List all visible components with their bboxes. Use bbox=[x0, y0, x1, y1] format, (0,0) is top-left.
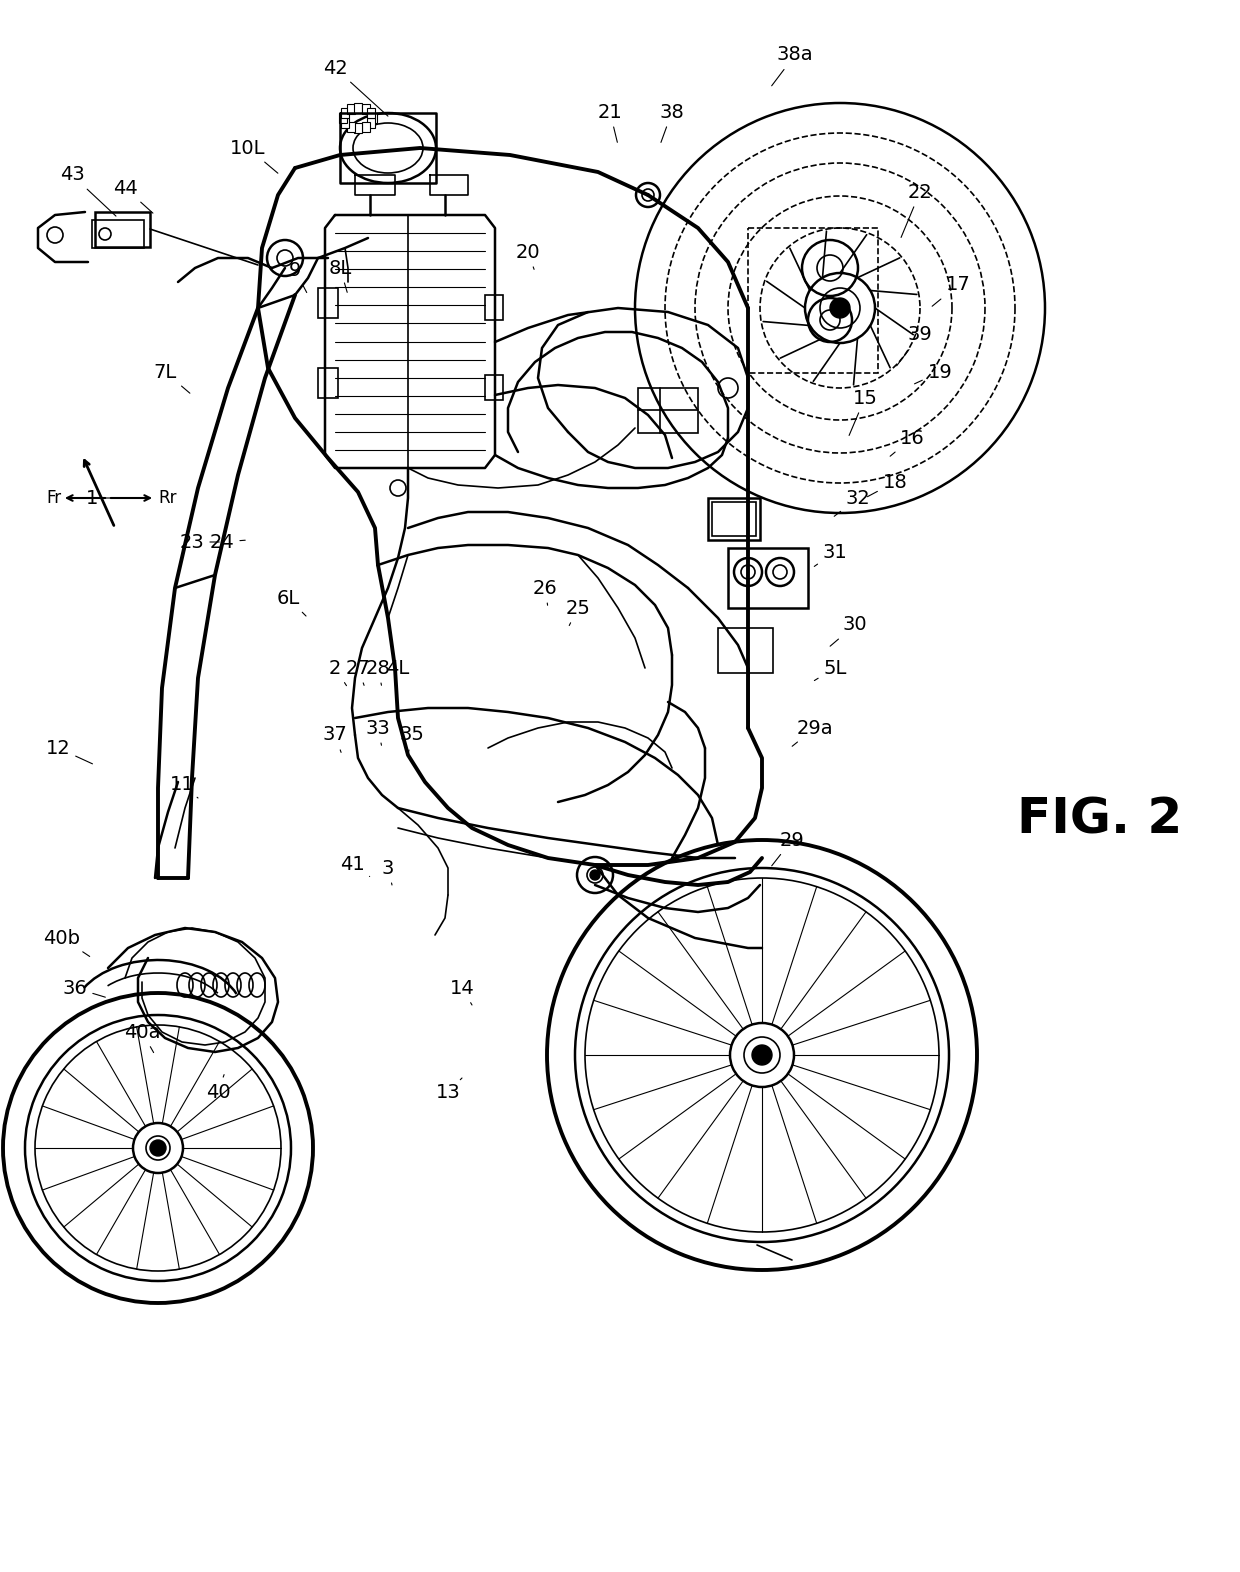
Bar bbox=[367, 118, 374, 127]
Text: Rr: Rr bbox=[157, 489, 176, 508]
Text: 22: 22 bbox=[901, 182, 932, 237]
Text: 23: 23 bbox=[180, 533, 219, 552]
Text: 4L: 4L bbox=[387, 659, 409, 685]
Text: 24: 24 bbox=[210, 533, 246, 552]
Text: 12: 12 bbox=[46, 739, 93, 764]
Circle shape bbox=[150, 1140, 166, 1155]
Text: 13: 13 bbox=[435, 1078, 463, 1102]
Text: Fr: Fr bbox=[47, 489, 62, 508]
Bar bbox=[718, 627, 773, 673]
Bar bbox=[317, 288, 339, 318]
Text: 43: 43 bbox=[60, 165, 117, 215]
Text: 40a: 40a bbox=[124, 1022, 160, 1053]
Text: 30: 30 bbox=[830, 616, 867, 646]
Text: 8L: 8L bbox=[329, 258, 352, 292]
Bar bbox=[639, 388, 698, 432]
Bar bbox=[485, 296, 503, 321]
Circle shape bbox=[751, 1045, 773, 1064]
Text: 14: 14 bbox=[450, 978, 475, 1005]
Text: 25: 25 bbox=[565, 599, 590, 626]
Text: 2: 2 bbox=[329, 659, 346, 685]
Bar bbox=[353, 123, 362, 134]
Bar bbox=[362, 104, 370, 115]
Text: 19: 19 bbox=[915, 363, 952, 384]
Text: 3: 3 bbox=[382, 858, 394, 885]
Text: 10L: 10L bbox=[231, 138, 278, 173]
Bar bbox=[485, 376, 503, 399]
Text: 1: 1 bbox=[86, 489, 118, 508]
Text: 15: 15 bbox=[849, 388, 878, 435]
Text: 29: 29 bbox=[771, 830, 805, 866]
Bar bbox=[748, 228, 878, 373]
Bar bbox=[341, 118, 348, 127]
Bar bbox=[317, 368, 339, 398]
Text: 41: 41 bbox=[340, 855, 370, 877]
Text: 6L: 6L bbox=[277, 588, 306, 616]
Text: 36: 36 bbox=[63, 978, 105, 998]
Text: 38a: 38a bbox=[771, 46, 813, 86]
Text: 20: 20 bbox=[516, 242, 541, 269]
Text: 18: 18 bbox=[868, 473, 908, 497]
Text: 29a: 29a bbox=[792, 718, 833, 747]
Text: 40b: 40b bbox=[43, 929, 89, 956]
Text: 33: 33 bbox=[366, 718, 391, 745]
Text: 21: 21 bbox=[598, 102, 622, 143]
Text: 16: 16 bbox=[890, 429, 924, 456]
Bar bbox=[341, 108, 348, 118]
Text: 11: 11 bbox=[170, 775, 198, 799]
Bar bbox=[708, 498, 760, 541]
Circle shape bbox=[830, 299, 849, 318]
Text: 7L: 7L bbox=[154, 363, 190, 393]
Bar bbox=[728, 549, 808, 608]
Text: 32: 32 bbox=[835, 489, 870, 516]
Text: 5L: 5L bbox=[815, 659, 847, 681]
Text: 37: 37 bbox=[322, 726, 347, 753]
Bar bbox=[95, 212, 150, 247]
Bar bbox=[92, 220, 144, 248]
Text: 27: 27 bbox=[346, 659, 371, 685]
Bar bbox=[346, 121, 355, 132]
Bar bbox=[362, 121, 370, 132]
Text: 42: 42 bbox=[322, 58, 388, 116]
Bar bbox=[367, 108, 374, 118]
Bar bbox=[353, 104, 362, 113]
Text: FIG. 2: FIG. 2 bbox=[1017, 795, 1183, 844]
Text: 35: 35 bbox=[399, 726, 424, 753]
Text: 38: 38 bbox=[660, 102, 684, 143]
Bar bbox=[339, 113, 347, 123]
Bar bbox=[370, 113, 377, 123]
Text: 40: 40 bbox=[206, 1075, 231, 1102]
Bar bbox=[712, 501, 756, 536]
Text: 9: 9 bbox=[289, 261, 306, 292]
Text: 39: 39 bbox=[897, 325, 932, 366]
Bar bbox=[346, 104, 355, 115]
Text: 17: 17 bbox=[932, 275, 971, 307]
Text: 26: 26 bbox=[533, 578, 557, 605]
Circle shape bbox=[590, 869, 600, 880]
Text: 28: 28 bbox=[366, 659, 391, 685]
Text: 44: 44 bbox=[113, 179, 153, 214]
Text: 31: 31 bbox=[815, 542, 847, 566]
